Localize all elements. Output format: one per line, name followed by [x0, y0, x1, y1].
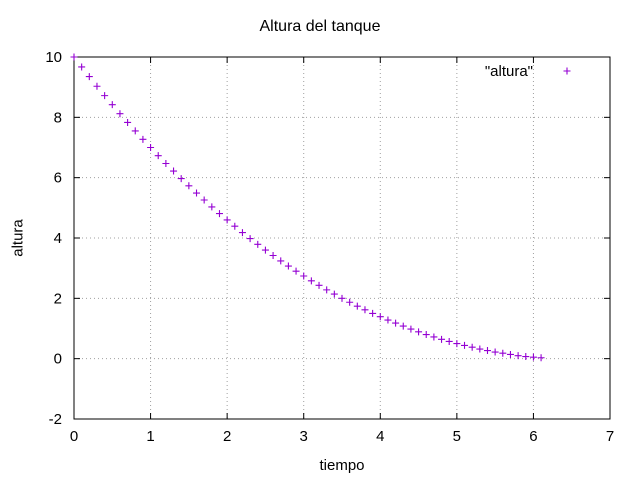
x-tick-label: 2 [223, 428, 231, 445]
data-point [116, 110, 124, 118]
data-point [453, 340, 461, 348]
y-tick-label: 10 [45, 49, 62, 66]
data-point [392, 319, 400, 327]
x-axis-label: tiempo [319, 457, 365, 474]
data-point [499, 349, 507, 357]
data-point [200, 196, 208, 204]
data-point [139, 135, 147, 143]
data-point [70, 53, 78, 61]
data-point [277, 257, 285, 265]
data-point [185, 182, 193, 190]
data-point [438, 335, 446, 343]
x-tick-label: 0 [70, 428, 78, 445]
data-point [369, 309, 377, 317]
data-point [78, 63, 86, 71]
legend-label: "altura" [485, 63, 533, 80]
data-point [300, 272, 308, 280]
data-point [231, 222, 239, 230]
y-tick-label: -2 [49, 411, 62, 428]
data-point [238, 229, 246, 237]
data-point [147, 144, 155, 151]
data-point [445, 337, 453, 345]
data-point [154, 152, 162, 160]
data-point [376, 313, 384, 321]
data-point [177, 175, 185, 183]
data-point [208, 203, 216, 211]
data-point [483, 347, 491, 355]
data-point [223, 216, 231, 224]
data-point [131, 127, 139, 135]
data-point [506, 350, 514, 358]
data-point [514, 352, 522, 360]
data-point [491, 348, 499, 356]
x-tick-label: 1 [146, 428, 154, 445]
chart-title: Altura del tanque [259, 18, 381, 35]
data-point [529, 353, 537, 361]
data-point [108, 101, 116, 109]
x-tick-label: 5 [453, 428, 461, 445]
data-point [101, 92, 109, 100]
data-point [537, 354, 545, 362]
data-point [261, 246, 269, 254]
y-tick-label: 0 [54, 351, 62, 368]
data-point [346, 298, 354, 306]
data-point [315, 281, 323, 289]
y-tick-label: 4 [54, 230, 62, 247]
data-point [307, 277, 315, 285]
y-tick-label: 2 [54, 290, 62, 307]
data-point [430, 333, 438, 341]
data-point [407, 325, 415, 333]
data-point [522, 353, 530, 361]
data-point [215, 210, 223, 218]
data-point [170, 167, 178, 175]
x-tick-label: 4 [376, 428, 384, 445]
y-tick-label: 8 [54, 109, 62, 126]
data-point [292, 267, 300, 275]
legend-marker [563, 67, 571, 75]
data-point [353, 302, 361, 310]
data-point [415, 328, 423, 336]
data-point [330, 290, 338, 298]
x-tick-label: 6 [529, 428, 537, 445]
x-tick-label: 3 [300, 428, 308, 445]
data-point [338, 294, 346, 302]
x-tick-label: 7 [606, 428, 614, 445]
data-point [85, 73, 93, 81]
data-point [124, 118, 132, 126]
data-point [476, 345, 484, 353]
data-point [162, 159, 170, 167]
data-point [269, 251, 277, 259]
data-point [93, 82, 101, 90]
data-point [422, 331, 430, 339]
data-point [284, 262, 292, 270]
data-point [323, 286, 331, 294]
data-point [361, 306, 369, 314]
data-point [246, 235, 254, 243]
data-point [461, 341, 469, 349]
data-point [384, 316, 392, 324]
data-point [193, 189, 201, 197]
data-point [468, 343, 476, 351]
y-tick-label: 6 [54, 170, 62, 187]
data-point [399, 322, 407, 330]
data-point [254, 240, 262, 248]
